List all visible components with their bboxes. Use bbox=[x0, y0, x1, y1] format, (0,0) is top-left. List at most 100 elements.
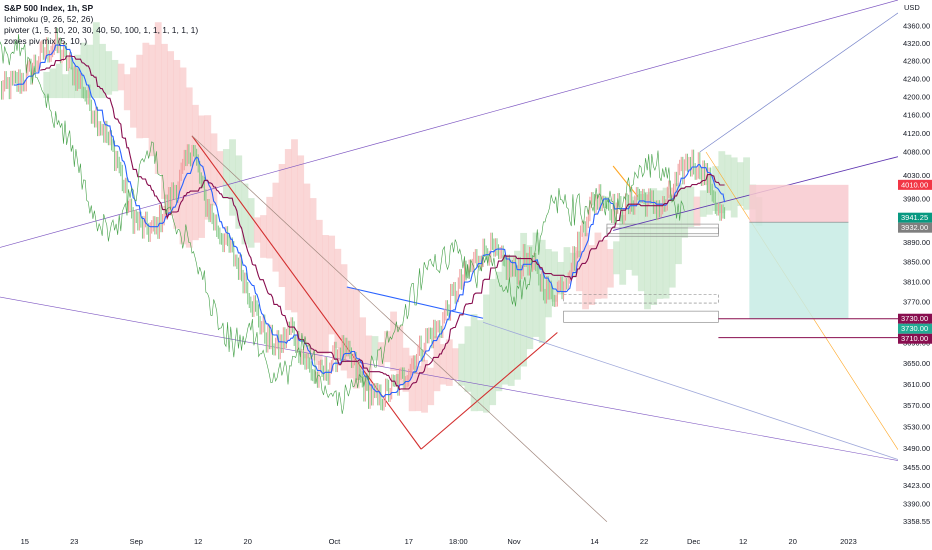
kijun-sen-line bbox=[40, 55, 725, 391]
price-series bbox=[1, 27, 726, 411]
cloud-segment bbox=[743, 157, 750, 210]
price-tick-label: 3610.00 bbox=[903, 380, 930, 389]
price-tag-label: 3941.25 bbox=[901, 213, 928, 222]
cloud-segment bbox=[130, 67, 137, 128]
fan-line-blue[interactable] bbox=[482, 321, 899, 460]
cloud-segment bbox=[92, 22, 100, 99]
cloud-segment bbox=[613, 241, 620, 275]
cloud-segment bbox=[253, 217, 261, 243]
price-tick-label: 4360.00 bbox=[903, 21, 930, 30]
cloud-segment bbox=[594, 232, 602, 299]
cloud-segment bbox=[266, 196, 274, 259]
pivot-zone-box bbox=[606, 227, 719, 237]
indicator-pivoter[interactable]: pivoter (1, 5, 10, 20, 30, 40, 50, 100, … bbox=[4, 25, 199, 35]
cloud-segment bbox=[154, 22, 162, 174]
price-tick-label: 4120.00 bbox=[903, 129, 930, 138]
cloud-segment bbox=[353, 289, 360, 389]
price-axis[interactable]: 4360.00 4320.00 4280.00 4240.00 4200.00 4160.… bbox=[898, 0, 932, 550]
upper-trendline[interactable] bbox=[0, 0, 899, 248]
time-tick-label: 20 bbox=[244, 537, 252, 546]
time-axis[interactable]: 15 23 Sep 12 20 Oct 17 18:00 Nov 14 22 Dec 12 20 2023 bbox=[0, 532, 932, 550]
cloud-segment bbox=[272, 182, 280, 272]
time-tick-label: Oct bbox=[329, 537, 342, 546]
time-tick-label: 20 bbox=[789, 537, 797, 546]
cloud-segment bbox=[501, 254, 509, 385]
price-tags: 4010.003941.253932.003730.003730.003710.… bbox=[898, 179, 932, 344]
currency-label[interactable]: USD bbox=[904, 3, 920, 12]
cloud-segment bbox=[656, 190, 664, 299]
time-tick-label: 12 bbox=[194, 537, 202, 546]
cloud-segment bbox=[322, 235, 329, 354]
take-profit-zone[interactable] bbox=[749, 222, 849, 319]
price-tick-label: 4080.00 bbox=[903, 147, 930, 156]
cloud-segment bbox=[334, 248, 342, 349]
short-position-tool[interactable] bbox=[718, 184, 898, 339]
cloud-segment bbox=[229, 139, 236, 216]
cloud-segment bbox=[383, 331, 391, 363]
price-tick-label: 3980.00 bbox=[903, 195, 930, 204]
indicator-zones[interactable]: zones piv mix (5, 10, ) bbox=[4, 36, 88, 46]
price-tick-label: 3770.00 bbox=[903, 298, 930, 307]
cloud-segment bbox=[55, 63, 63, 99]
time-axis-bg[interactable] bbox=[0, 532, 932, 550]
time-tick-label: 15 bbox=[21, 537, 29, 546]
cloud-segment bbox=[204, 115, 212, 220]
cloud-segment bbox=[235, 155, 243, 229]
short-swing-line[interactable] bbox=[612, 165, 639, 198]
cloud-segment bbox=[80, 42, 88, 99]
cloud-segment bbox=[458, 343, 466, 386]
cloud-segment bbox=[507, 255, 515, 386]
price-tag-label: 3932.00 bbox=[901, 223, 928, 232]
price-tag-label: 3710.00 bbox=[901, 334, 928, 343]
price-tick-label: 3455.00 bbox=[903, 463, 930, 472]
price-tick-label: 3850.00 bbox=[903, 258, 930, 267]
price-tick-label: 3423.00 bbox=[903, 481, 930, 490]
lower-trendline[interactable] bbox=[0, 296, 899, 461]
cloud-segment bbox=[489, 278, 497, 406]
cloud-segment bbox=[260, 215, 267, 258]
price-tag-bg bbox=[898, 179, 932, 190]
cloud-segment bbox=[111, 59, 119, 92]
price-tick-label: 3390.00 bbox=[903, 499, 930, 508]
cloud-segment bbox=[68, 67, 75, 99]
indicator-ichimoku[interactable]: Ichimoku (9, 26, 52, 26) bbox=[4, 14, 94, 24]
cloud-segment bbox=[284, 149, 292, 311]
price-tick-label: 3650.00 bbox=[903, 359, 930, 368]
fan-line-upper[interactable] bbox=[699, 12, 899, 153]
cloud-segment bbox=[495, 271, 503, 392]
cloud-segment bbox=[650, 188, 658, 305]
price-tag-label: 3730.00 bbox=[901, 314, 928, 323]
cloud-segment bbox=[117, 63, 125, 91]
time-tick-label: 23 bbox=[70, 537, 78, 546]
cloud-segment bbox=[526, 245, 534, 350]
price-tick-label: 4280.00 bbox=[903, 57, 930, 66]
cloud-segment bbox=[303, 183, 311, 359]
cloud-segment bbox=[291, 139, 298, 313]
cloud-segment bbox=[687, 186, 695, 227]
cloud-segment bbox=[414, 365, 422, 412]
cloud-segment bbox=[340, 264, 348, 371]
cloud-segment bbox=[706, 174, 713, 215]
price-tick-label: 4320.00 bbox=[903, 39, 930, 48]
cloud-segment bbox=[148, 44, 156, 157]
cloud-segment bbox=[136, 54, 144, 139]
price-tick-label: 3570.00 bbox=[903, 401, 930, 410]
time-tick-label: 2023 bbox=[840, 537, 857, 546]
cloud-segment bbox=[309, 198, 317, 361]
pivot-zone-box bbox=[563, 310, 719, 323]
price-tick-label: 4030.00 bbox=[903, 171, 930, 180]
uptrend-line[interactable] bbox=[420, 332, 558, 450]
symbol-title[interactable]: S&P 500 Index, 1h, SP bbox=[4, 3, 94, 13]
cloud-segment bbox=[402, 347, 410, 392]
price-tick-label: 3490.00 bbox=[903, 444, 930, 453]
cloud-segment bbox=[483, 294, 490, 413]
cloud-segment bbox=[247, 198, 255, 248]
price-tick-label: 3530.00 bbox=[903, 422, 930, 431]
cloud-segment bbox=[637, 194, 645, 292]
time-tick-label: Nov bbox=[507, 537, 521, 546]
cloud-segment bbox=[167, 51, 175, 216]
cloud-segment bbox=[390, 311, 397, 372]
price-axis-bg[interactable] bbox=[898, 0, 932, 550]
stop-loss-zone[interactable] bbox=[749, 184, 849, 223]
